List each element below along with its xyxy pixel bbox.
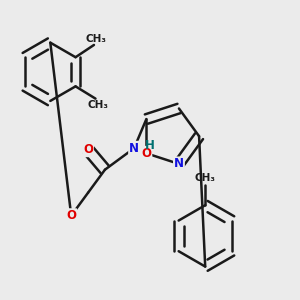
Text: CH₃: CH₃ — [86, 34, 107, 44]
Text: N: N — [174, 158, 184, 170]
Text: N: N — [129, 142, 139, 155]
Text: O: O — [141, 147, 152, 160]
Text: O: O — [83, 143, 93, 156]
Text: H: H — [145, 139, 155, 152]
Text: O: O — [66, 209, 76, 222]
Text: CH₃: CH₃ — [195, 172, 216, 183]
Text: CH₃: CH₃ — [87, 100, 108, 110]
